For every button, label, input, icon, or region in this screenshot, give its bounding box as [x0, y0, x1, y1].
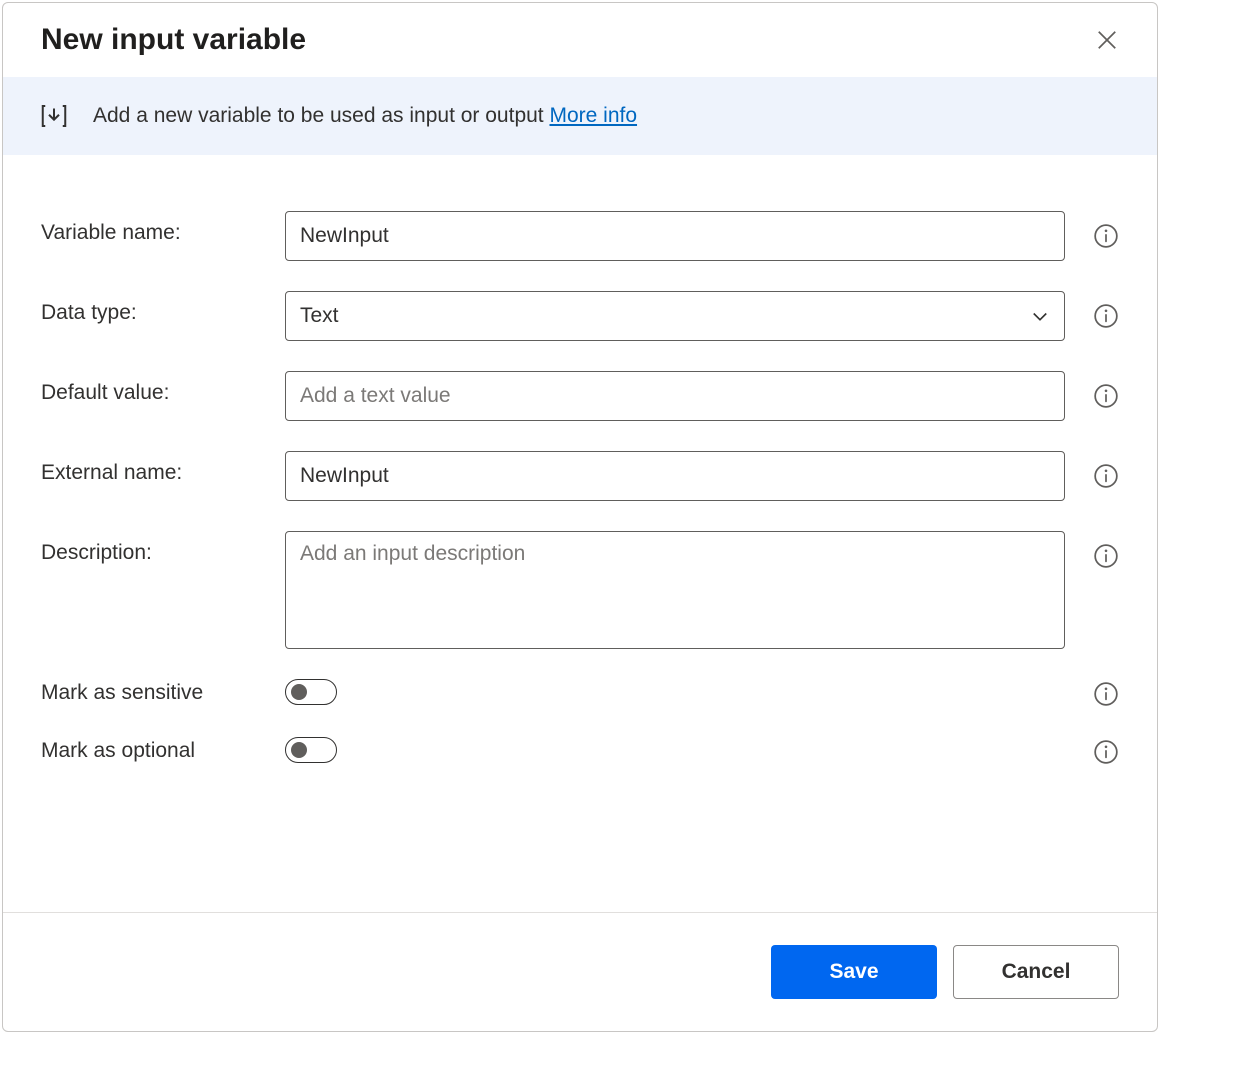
close-icon — [1096, 29, 1118, 51]
info-icon-default-value[interactable] — [1093, 383, 1119, 409]
form-body: Variable name: Data type: Text — [3, 155, 1157, 912]
label-mark-sensitive: Mark as sensitive — [41, 679, 285, 705]
info-icon-mark-optional[interactable] — [1093, 739, 1119, 765]
row-external-name: External name: — [41, 451, 1119, 501]
dialog-title: New input variable — [41, 23, 306, 57]
more-info-link[interactable]: More info — [549, 104, 637, 127]
new-input-variable-dialog: New input variable Add a new variable to… — [2, 2, 1158, 1032]
info-banner: Add a new variable to be used as input o… — [3, 77, 1157, 155]
close-button[interactable] — [1093, 26, 1121, 54]
label-default-value: Default value: — [41, 371, 285, 405]
banner-message: Add a new variable to be used as input o… — [93, 104, 549, 127]
cancel-button[interactable]: Cancel — [953, 945, 1119, 999]
dialog-header: New input variable — [3, 3, 1157, 77]
label-data-type: Data type: — [41, 291, 285, 325]
label-mark-optional: Mark as optional — [41, 737, 285, 763]
label-variable-name: Variable name: — [41, 211, 285, 245]
info-icon-description[interactable] — [1093, 543, 1119, 569]
row-data-type: Data type: Text — [41, 291, 1119, 341]
description-input[interactable] — [285, 531, 1065, 649]
row-default-value: Default value: — [41, 371, 1119, 421]
variable-name-input[interactable] — [285, 211, 1065, 261]
chevron-down-icon — [1030, 306, 1050, 326]
row-variable-name: Variable name: — [41, 211, 1119, 261]
dialog-footer: Save Cancel — [3, 912, 1157, 1031]
info-icon-mark-sensitive[interactable] — [1093, 681, 1119, 707]
mark-sensitive-toggle[interactable] — [285, 679, 337, 705]
banner-text: Add a new variable to be used as input o… — [93, 104, 637, 128]
default-value-input[interactable] — [285, 371, 1065, 421]
label-external-name: External name: — [41, 451, 285, 485]
info-icon-external-name[interactable] — [1093, 463, 1119, 489]
external-name-input[interactable] — [285, 451, 1065, 501]
input-variable-icon — [39, 101, 69, 131]
toggle-knob — [291, 742, 307, 758]
save-button[interactable]: Save — [771, 945, 937, 999]
label-description: Description: — [41, 531, 285, 565]
row-mark-optional: Mark as optional — [41, 737, 1119, 765]
row-mark-sensitive: Mark as sensitive — [41, 679, 1119, 707]
info-icon-data-type[interactable] — [1093, 303, 1119, 329]
mark-optional-toggle[interactable] — [285, 737, 337, 763]
row-description: Description: — [41, 531, 1119, 649]
data-type-select[interactable]: Text — [285, 291, 1065, 341]
info-icon-variable-name[interactable] — [1093, 223, 1119, 249]
data-type-value: Text — [300, 304, 339, 328]
toggle-knob — [291, 684, 307, 700]
